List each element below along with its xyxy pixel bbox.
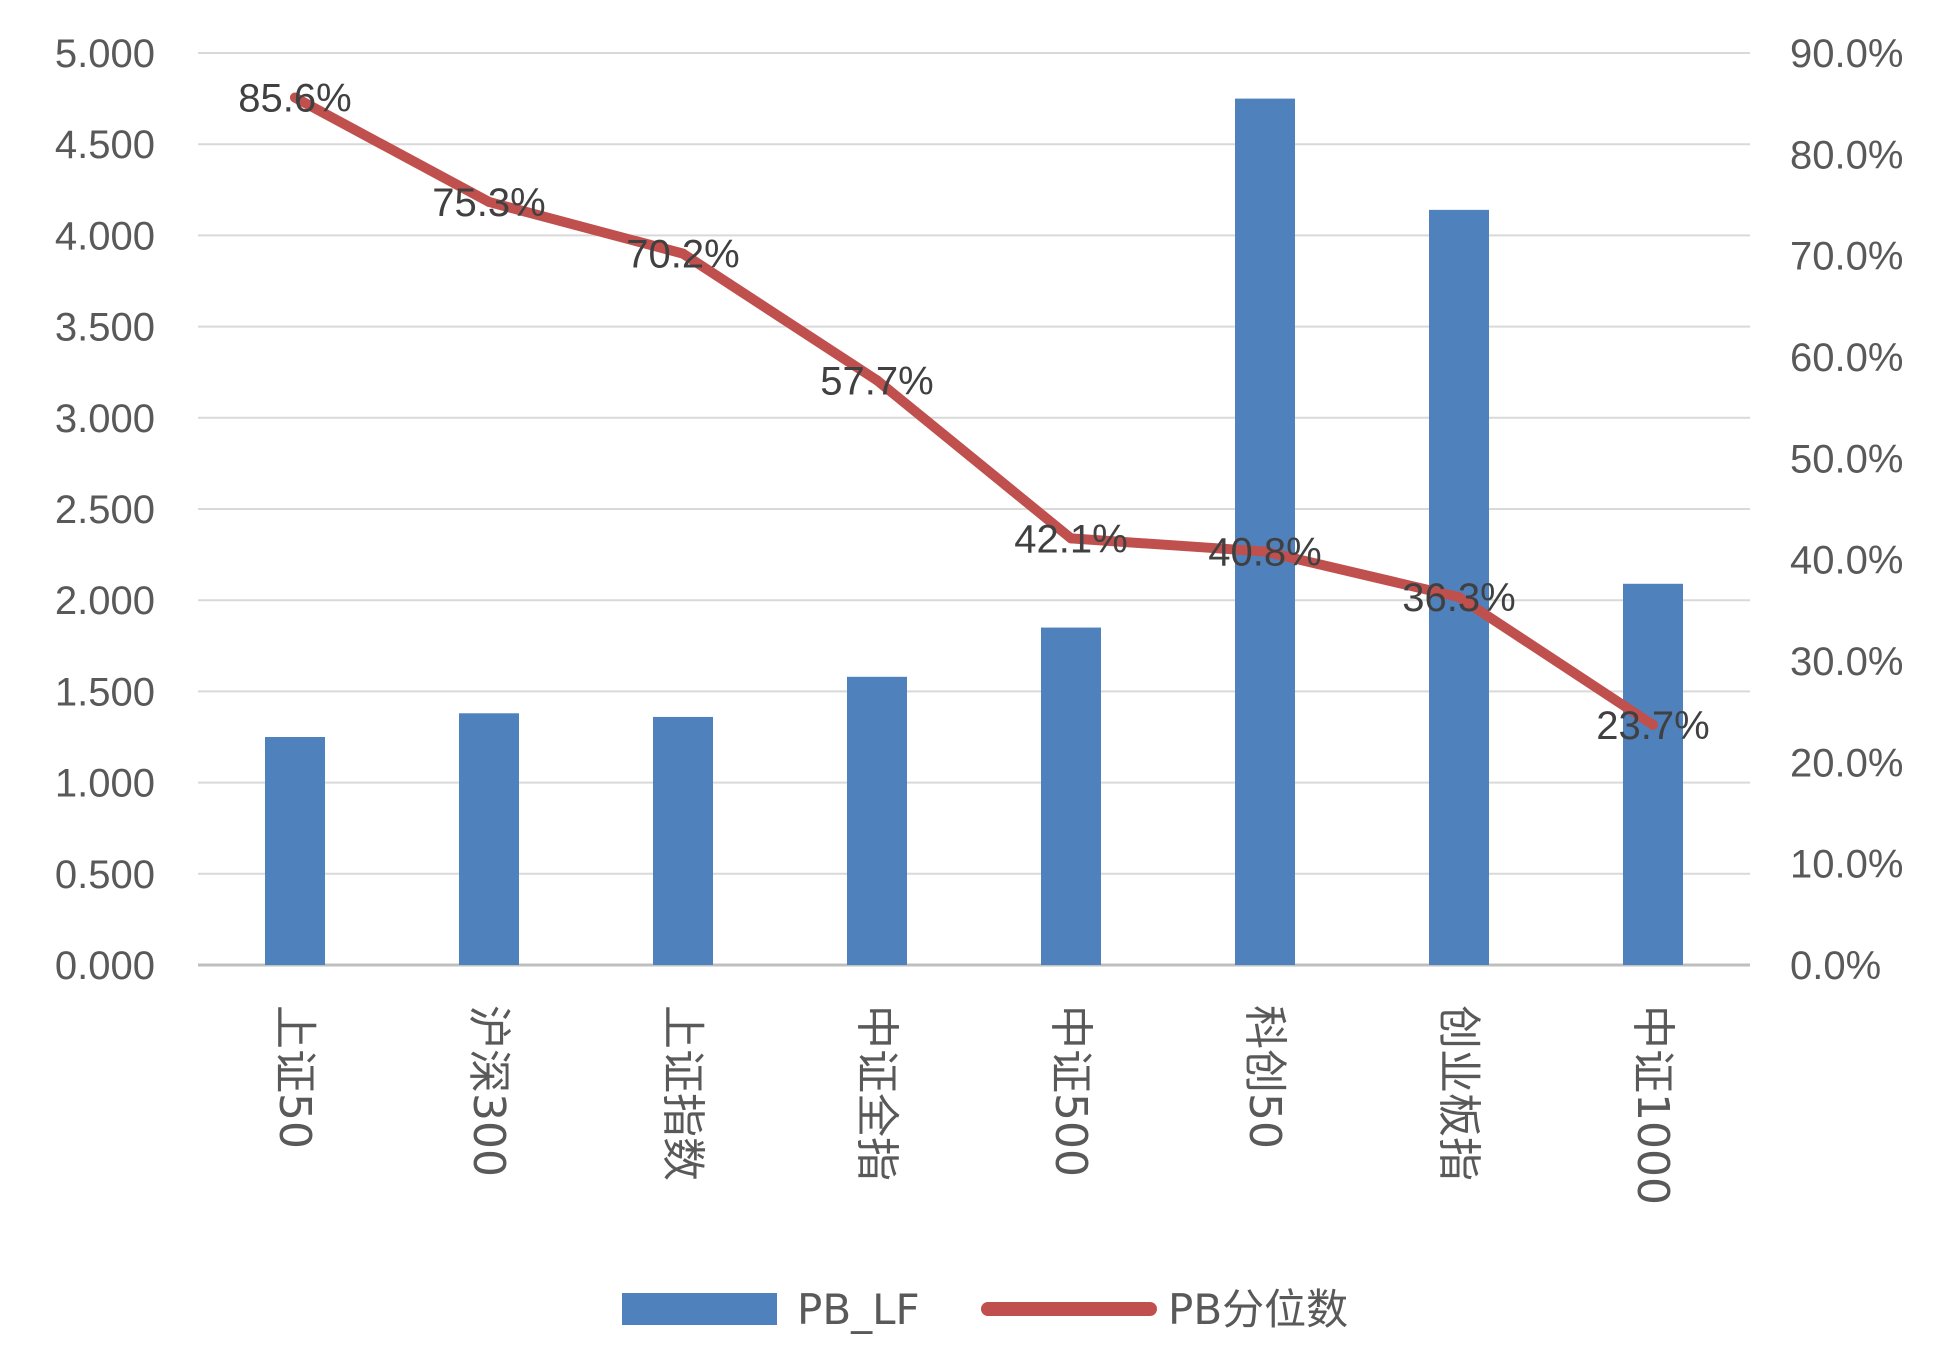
right-axis-tick: 60.0% [1790,336,1903,380]
line-data-label: 36.3% [1402,576,1515,620]
right-axis-ticks: 0.0% 10.0% 20.0% 30.0% 40.0% 50.0% 60.0% 70.0% 8… [1790,32,1903,988]
line-data-label: 85.6% [238,77,351,121]
legend-swatch-bar [622,1293,777,1325]
line-point [1260,546,1270,557]
left-axis-tick: 4.000 [55,214,155,258]
bar-series [265,98,1683,966]
category-labels: 上证50 沪深300 上证指数 中证全指 中证500 科创50 创业板指 中证1000 [269,1005,1678,1205]
line-data-labels: 85.6% 75.3% 70.2% 57.7% 42.1% 40.8% 36.3% 23.7% [238,77,1709,748]
line-point [678,248,688,259]
right-axis-tick: 50.0% [1790,437,1903,481]
left-axis-tick: 0.500 [55,853,155,897]
right-axis-tick: 20.0% [1790,741,1903,785]
line-data-label: 70.2% [626,233,739,277]
right-axis-tick: 40.0% [1790,539,1903,583]
right-axis-tick: 0.0% [1790,944,1881,988]
left-axis-tick: 1.000 [55,762,155,806]
legend-label-line: PB分位数 [1168,1285,1348,1334]
bar [653,716,713,965]
line-point [1648,719,1658,730]
left-axis-tick: 5.000 [55,32,155,76]
line-data-label: 75.3% [432,181,545,225]
bar [265,737,325,965]
line-point [290,92,300,103]
legend: PB_LF PB分位数 [622,1285,1348,1334]
line-point [1454,592,1464,603]
left-axis-tick: 2.500 [55,488,155,532]
left-axis-tick: 3.000 [55,397,155,441]
right-axis-tick: 90.0% [1790,32,1903,76]
line-point [872,375,882,386]
bar [1235,98,1295,966]
line-data-label: 40.8% [1208,531,1321,575]
left-axis-tick: 1.500 [55,670,155,714]
category-label: 上证指数 [657,1005,708,1181]
line-path [290,92,1658,730]
left-axis-tick: 3.500 [55,306,155,350]
left-axis-ticks: 0.000 0.500 1.000 1.500 2.000 2.500 3.000 3.500… [55,32,155,988]
bar [1623,583,1683,965]
line-data-label: 23.7% [1596,704,1709,748]
bar [459,713,519,965]
category-label: 中证全指 [851,1005,902,1181]
legend-label-bar: PB_LF [797,1285,920,1334]
category-label: 科创50 [1239,1005,1290,1149]
right-axis-tick: 30.0% [1790,640,1903,684]
category-label: 上证50 [269,1005,320,1149]
bar [1041,627,1101,965]
left-axis-tick: 4.500 [55,123,155,167]
category-label: 沪深300 [463,1005,514,1177]
line-series [290,92,1658,730]
left-axis-tick: 0.000 [55,944,155,988]
line-point [484,196,494,207]
bar [847,676,907,965]
right-axis-tick: 70.0% [1790,235,1903,279]
line-point [1066,533,1076,544]
line-data-label: 57.7% [820,359,933,403]
left-axis-tick: 2.000 [55,579,155,623]
right-axis-tick: 80.0% [1790,133,1903,177]
category-label: 中证500 [1045,1005,1096,1177]
category-label: 中证1000 [1627,1005,1678,1205]
gridlines [198,52,1750,967]
line-data-label: 42.1% [1014,517,1127,561]
category-label: 创业板指 [1433,1005,1484,1181]
right-axis-tick: 10.0% [1790,843,1903,887]
